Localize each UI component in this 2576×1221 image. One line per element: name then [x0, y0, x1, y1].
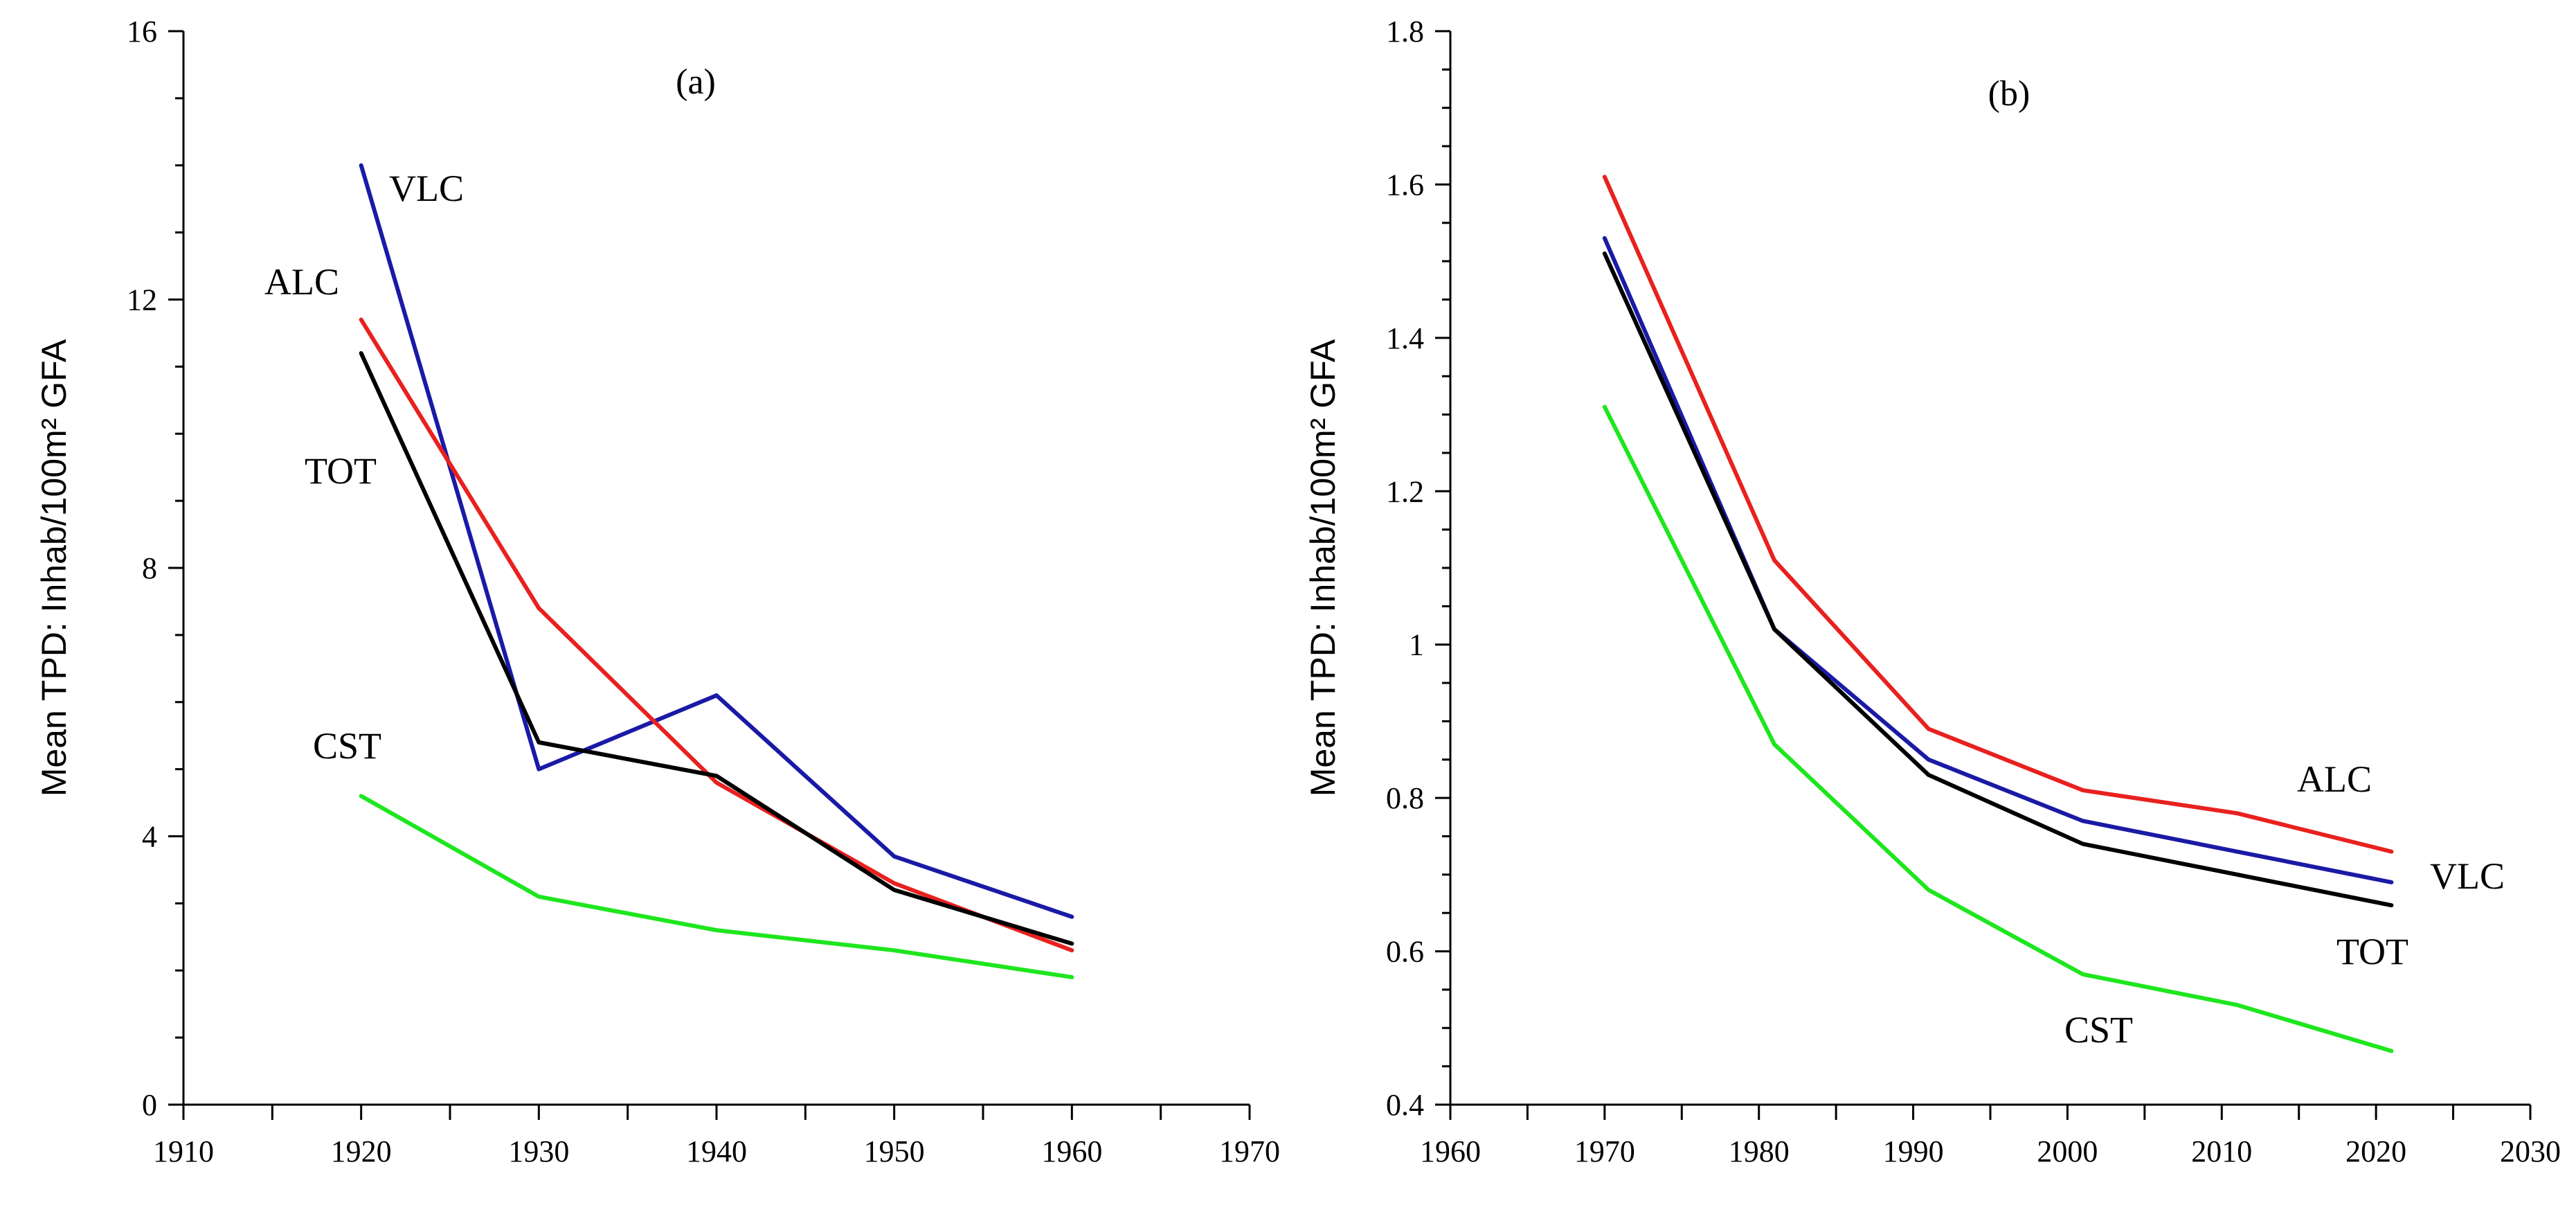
- panel-a-xtick-label: 1950: [864, 1134, 925, 1168]
- panel-b-xtick-label: 1990: [1883, 1134, 1944, 1168]
- panel-b-ytick-label: 0.8: [1386, 781, 1424, 815]
- panel-a-series-lines: [359, 163, 1074, 979]
- panel-b-ytick-label: 1.2: [1386, 474, 1424, 508]
- panel-b-ytick-label: 1.6: [1386, 168, 1424, 202]
- panel-a-ytick-label: 16: [127, 15, 157, 48]
- panel-b-series-cst: [1602, 404, 2394, 1053]
- panel-b-ytick-label: 1.8: [1386, 15, 1424, 48]
- panel-a-xtick-label: 1960: [1041, 1134, 1102, 1168]
- panel-a-xtick-label: 1910: [153, 1134, 214, 1168]
- panel-b-xtick-label: 2030: [2500, 1134, 2561, 1168]
- panel-b-ytick-label: 1: [1409, 628, 1424, 662]
- panel-a-label-alc: ALC: [264, 261, 339, 303]
- panel-a-xtick-label: 1940: [686, 1134, 747, 1168]
- panel-a-title: (a): [676, 62, 716, 102]
- panel-b-ytick-label: 0.6: [1386, 935, 1424, 969]
- panel-a-y-axis-label: Mean TPD: Inhab/100m² GFA: [35, 339, 73, 796]
- panel-b-xtick-label: 1970: [1574, 1134, 1635, 1168]
- panel-b-series-alc: [1602, 175, 2394, 854]
- panel-b-series-vlc: [1602, 235, 2394, 884]
- panel-a-ytick-label: 8: [142, 551, 157, 585]
- panel-a-series-vlc: [359, 163, 1074, 919]
- panel-b-label-alc: ALC: [2297, 758, 2372, 800]
- panel-b-ytick-label: 1.4: [1386, 321, 1424, 355]
- panel-a-xtick-label: 1930: [508, 1134, 569, 1168]
- panel-b-ticks: 1960 1970 1980 1990 2000 2010 2020 2030 0.4 0.6 0.…: [1386, 15, 2561, 1168]
- panel-b-xtick-label: 1960: [1420, 1134, 1481, 1168]
- panel-b-label-cst: CST: [2064, 1009, 2133, 1051]
- panel-b-xtick-label: 2010: [2191, 1134, 2252, 1168]
- panel-a-ticks: 1910 1920 1930 1940 1950 1960 1970 0 4 8 12 16: [127, 15, 1280, 1168]
- panel-b-label-vlc: VLC: [2430, 855, 2505, 897]
- panel-a-series-cst: [359, 794, 1074, 979]
- panel-a-series-tot: [359, 351, 1074, 946]
- panel-b-ytick-label: 0.4: [1386, 1088, 1424, 1122]
- panel-b-xtick-label: 1980: [1729, 1134, 1790, 1168]
- panel-b-y-axis-label: Mean TPD: Inhab/100m² GFA: [1304, 339, 1342, 796]
- panel-b-series-lines: [1602, 175, 2394, 1053]
- panel-a-xtick-label: 1970: [1219, 1134, 1280, 1168]
- panel-a-ytick-label: 0: [142, 1088, 157, 1122]
- panel-b: 1960 1970 1980 1990 2000 2010 2020 2030 0.4 0.6 0.…: [1304, 15, 2561, 1168]
- panel-a-ytick-label: 12: [127, 283, 157, 317]
- panel-b-xtick-label: 2020: [2345, 1134, 2406, 1168]
- panel-a-label-vlc: VLC: [389, 168, 464, 209]
- panel-b-series-tot: [1602, 251, 2394, 908]
- panel-a-series-alc: [359, 317, 1074, 953]
- panel-a-label-cst: CST: [313, 725, 381, 767]
- panel-b-xtick-label: 2000: [2037, 1134, 2098, 1168]
- panel-a-xtick-label: 1920: [331, 1134, 392, 1168]
- panel-a-label-tot: TOT: [305, 450, 377, 492]
- panel-b-title: (b): [1988, 74, 2030, 114]
- panel-a-ytick-label: 4: [142, 820, 157, 854]
- panel-b-label-tot: TOT: [2336, 931, 2408, 972]
